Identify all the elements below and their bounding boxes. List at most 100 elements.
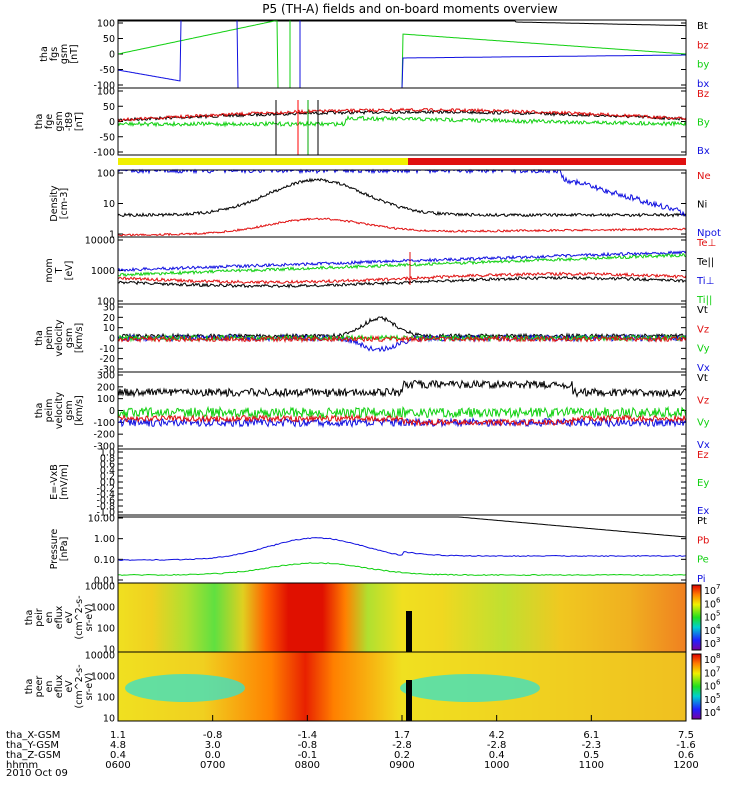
- colorbar-tick-label: 10: [704, 682, 716, 693]
- legend-bx: bx: [697, 79, 709, 90]
- y-tick-label: 10000: [85, 236, 115, 247]
- y-axis-label: tha: [34, 114, 45, 130]
- x-row-value: 3.0: [205, 740, 221, 751]
- legend-te: Te⊥: [696, 238, 716, 249]
- x-row-label: tha_Z-GSM: [6, 750, 61, 761]
- colorbar-tick-label: 10: [704, 668, 716, 679]
- legend-vt: Vt: [697, 305, 708, 316]
- panel-frame: [117, 87, 687, 156]
- y-tick-label: 1.0: [100, 448, 115, 459]
- y-axis-label: eV: [64, 680, 75, 693]
- legend-te: Te||: [696, 257, 714, 268]
- legend-bz: Bz: [697, 89, 709, 100]
- vy-trace-large: [117, 405, 687, 420]
- electron-data-gap: [406, 680, 412, 721]
- flag-bar-yellow: [118, 158, 408, 165]
- y-tick-label: 10000: [85, 582, 115, 593]
- y-axis-label: en: [44, 612, 55, 624]
- te-perp-trace: [117, 271, 687, 285]
- y-tick-label: -0.8: [96, 502, 115, 513]
- panel-8: 10.00 1.00 0.10 0.01 Pressure [nPa] Pt Pb Pe Pi: [49, 514, 709, 587]
- panel-4: 10000 1000 100 mom T [eV] Te⊥ Te|| Ti⊥ Ti||: [44, 236, 716, 308]
- x-row-value: -0.8: [203, 730, 223, 741]
- y-axis-label: peer: [34, 676, 45, 698]
- y-axis-label: gsm: [64, 328, 75, 348]
- y-axis-label: tha: [39, 46, 50, 62]
- y-tick-label: 10: [103, 199, 115, 210]
- x-row-value: 1.7: [394, 730, 410, 741]
- x-row-value: 0600: [105, 760, 130, 771]
- legend-bz: bz: [697, 40, 709, 51]
- y-tick-label: -30: [99, 365, 115, 376]
- x-row-value: 0.0: [205, 750, 221, 761]
- legend-pb: Pb: [697, 535, 709, 546]
- colorbar-tick-label: 10: [704, 708, 716, 719]
- x-row-value: 4.2: [489, 730, 505, 741]
- x-row-value: 0800: [295, 760, 320, 771]
- y-tick-label: -100: [93, 81, 115, 92]
- y-axis-label: sr-eV): [84, 673, 95, 701]
- y-axis-label: (cm^2-s-: [74, 596, 85, 640]
- colorbar-tick-exponent: 6: [716, 679, 721, 687]
- y-tick-label: 100: [97, 297, 115, 308]
- y-tick-label: -100: [93, 148, 115, 159]
- x-row-value: -0.1: [298, 750, 318, 761]
- colorbar-tick-exponent: 3: [716, 636, 720, 644]
- y-tick-label: 300: [97, 371, 115, 382]
- y-tick-label: 0.10: [94, 555, 115, 566]
- legend-bt: Bt: [697, 21, 708, 32]
- colorbar-tick-exponent: 4: [716, 705, 721, 713]
- x-row-value: -2.8: [392, 740, 412, 751]
- npot-trace: [117, 168, 686, 217]
- y-tick-label: 0: [109, 117, 115, 128]
- y-tick-label: -0.4: [96, 490, 115, 501]
- x-row-value: -2.3: [582, 740, 602, 751]
- flag-bar-red: [408, 158, 686, 165]
- x-axis: tha_X-GSM 1.1 -0.8 -1.4 1.7 4.2 6.1 7.5tha_Y-GS…: [6, 715, 699, 779]
- colorbar-tick-exponent: 5: [716, 692, 720, 700]
- x-row-value: 0.5: [583, 750, 599, 761]
- y-axis-label: [nT]: [74, 112, 85, 131]
- x-row-value: 0.4: [110, 750, 126, 761]
- y-tick-label: 100: [97, 169, 115, 180]
- colorbar-tick-label: 10: [704, 613, 716, 624]
- y-tick-label: 100: [97, 624, 115, 635]
- by-trace-fge: [117, 114, 687, 128]
- y-axis-label: fgs: [49, 47, 60, 61]
- legend-npot: Npot: [697, 228, 721, 239]
- chart-title: P5 (TH-A) fields and on-board moments ov…: [262, 2, 558, 16]
- x-row-value: 0.6: [678, 750, 694, 761]
- y-axis-label: Pressure: [49, 529, 60, 570]
- y-axis-label: [nT]: [69, 44, 80, 63]
- y-axis-label: peir: [34, 608, 45, 627]
- colorbar-tick-exponent: 7: [716, 665, 720, 673]
- y-axis-label: velocity: [54, 319, 65, 357]
- panel-frame: [117, 448, 687, 516]
- legend-vz: Vz: [697, 395, 709, 406]
- legend-vx: Vx: [697, 363, 710, 374]
- y-axis-label: [km/s]: [74, 323, 85, 353]
- legend-by: By: [697, 118, 710, 129]
- legend-ez: Ez: [697, 450, 709, 461]
- y-axis-label: [km/s]: [74, 395, 85, 425]
- y-axis-label: peim: [44, 399, 55, 423]
- date-label: 2010 Oct 09: [6, 768, 68, 779]
- ion-spectrogram: [118, 583, 686, 652]
- y-axis-label: tha: [34, 330, 45, 346]
- pe-trace: [117, 562, 687, 577]
- vt-trace-large: [117, 379, 687, 399]
- y-tick-label: 10: [103, 714, 115, 725]
- y-axis-label: eflux: [54, 674, 65, 698]
- bz-trace-fge: [117, 107, 687, 122]
- vz-trace-small: [117, 334, 687, 344]
- bx-trace: [117, 19, 686, 89]
- colorbar-tick-exponent: 8: [716, 652, 720, 660]
- y-tick-label: 20: [103, 313, 115, 324]
- colorbar-tick-label: 10: [704, 639, 716, 650]
- y-tick-label: 100: [97, 394, 115, 405]
- y-tick-label: -0.2: [96, 484, 115, 495]
- colorbar: [691, 653, 702, 720]
- y-axis-label: tha: [34, 403, 45, 419]
- y-axis-label: [cm-3]: [59, 188, 70, 219]
